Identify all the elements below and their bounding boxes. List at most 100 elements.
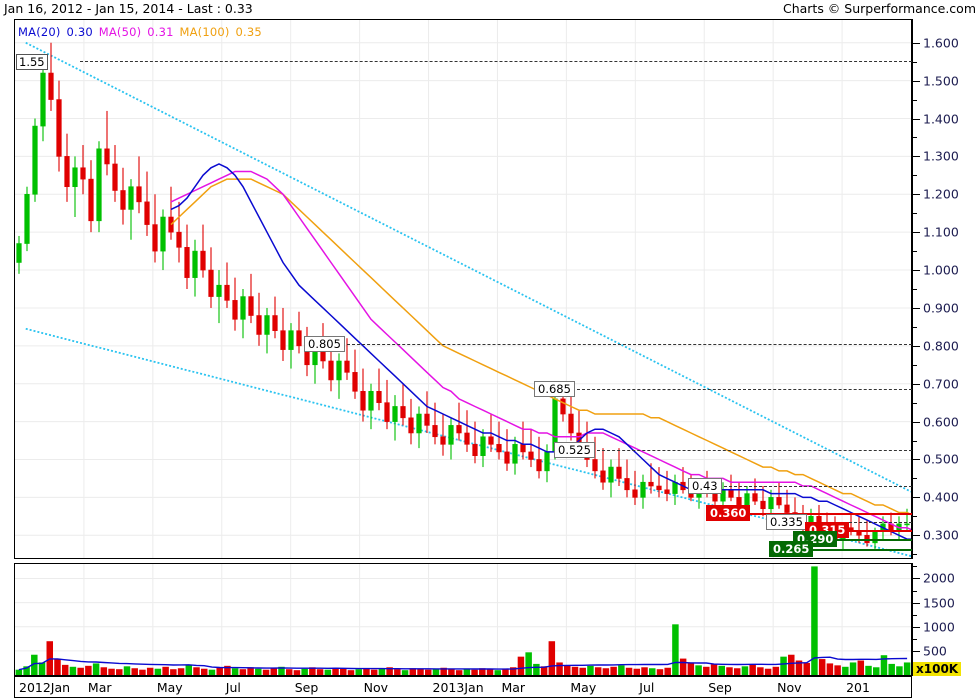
volume-bar bbox=[741, 666, 749, 675]
price-tick-label: 0.900 bbox=[923, 300, 959, 316]
volume-bar bbox=[664, 667, 671, 675]
volume-bar bbox=[185, 665, 193, 675]
price-level-line bbox=[724, 486, 912, 487]
price-tick-label: 0.600 bbox=[923, 414, 959, 430]
price-level-tag[interactable]: 0.685 bbox=[534, 381, 575, 398]
volume-bar bbox=[355, 669, 362, 675]
price-tick-label: 1.300 bbox=[923, 148, 959, 164]
volume-bar bbox=[100, 667, 108, 675]
volume-tick bbox=[913, 578, 920, 580]
volume-bar bbox=[200, 668, 208, 675]
volume-bar bbox=[394, 669, 401, 675]
price-tick bbox=[913, 383, 920, 385]
volume-bar bbox=[687, 662, 695, 675]
volume-bar bbox=[332, 667, 339, 675]
price-tick-minor bbox=[913, 516, 917, 518]
volume-bar bbox=[255, 668, 262, 675]
volume-bar bbox=[309, 667, 316, 675]
volume-bar bbox=[479, 668, 486, 675]
price-tick-label: 1.000 bbox=[923, 262, 959, 278]
price-tick-label: 0.400 bbox=[923, 489, 959, 505]
volume-bar bbox=[347, 670, 355, 675]
volume-bar bbox=[31, 654, 38, 675]
price-tick-minor bbox=[913, 289, 917, 290]
price-tick-minor bbox=[913, 326, 917, 328]
volume-tick-minor bbox=[913, 638, 917, 640]
volume-chart-panel[interactable] bbox=[14, 563, 912, 676]
volume-bar bbox=[131, 668, 138, 675]
volume-bar bbox=[780, 656, 787, 675]
volume-bar bbox=[471, 669, 478, 675]
price-level-line bbox=[809, 522, 912, 523]
volume-bar bbox=[788, 654, 795, 675]
price-tick-label: 1.200 bbox=[923, 186, 959, 202]
ma20-label: MA(20) bbox=[18, 25, 61, 39]
price-level-line bbox=[749, 512, 912, 515]
volume-bar bbox=[880, 655, 888, 675]
price-level-tag[interactable]: 0.805 bbox=[304, 335, 345, 352]
volume-bar bbox=[610, 666, 617, 675]
volume-bar bbox=[432, 668, 440, 675]
volume-bar bbox=[764, 668, 772, 675]
time-axis-label: 201 bbox=[846, 680, 870, 695]
price-chart-panel[interactable] bbox=[14, 19, 912, 559]
price-tick bbox=[913, 459, 920, 461]
volume-bar bbox=[540, 666, 548, 675]
time-axis: 2012Jan Mar May Jul Sep Nov 2013Jan Mar May Jul Se… bbox=[14, 676, 912, 698]
time-axis-label: Sep bbox=[294, 680, 319, 695]
start-price-tag: 1.55 bbox=[16, 53, 48, 70]
volume-bar bbox=[842, 666, 849, 675]
volume-bar bbox=[594, 667, 602, 675]
price-level-line bbox=[577, 389, 912, 391]
price-tick-label: 1.100 bbox=[923, 224, 959, 240]
price-level-tag[interactable]: 0.265 bbox=[769, 540, 814, 557]
volume-bar bbox=[509, 667, 517, 675]
volume-bar bbox=[285, 669, 293, 675]
price-tick-label: 0.700 bbox=[923, 376, 959, 392]
volume-plot-svg bbox=[15, 564, 911, 675]
volume-bar bbox=[239, 669, 247, 675]
volume-bar bbox=[409, 668, 417, 675]
volume-bar bbox=[757, 667, 764, 675]
price-tick bbox=[913, 194, 920, 196]
volume-bar bbox=[826, 663, 834, 675]
volume-bar bbox=[208, 669, 216, 675]
volume-tick-label: 2000 bbox=[923, 570, 955, 586]
price-tick-minor bbox=[913, 478, 917, 480]
price-tick bbox=[913, 156, 920, 158]
time-axis-label: Nov bbox=[363, 680, 389, 695]
volume-bar bbox=[123, 666, 131, 675]
ma100-value: 0.35 bbox=[235, 25, 262, 39]
volume-bar bbox=[602, 668, 610, 675]
price-tick-label: 0.500 bbox=[923, 451, 959, 467]
price-tick bbox=[913, 421, 920, 423]
price-tick-minor bbox=[913, 175, 917, 177]
volume-bar bbox=[324, 669, 332, 675]
date-range-last-price: Jan 16, 2012 - Jan 15, 2014 - Last : 0.3… bbox=[4, 1, 253, 16]
time-axis-label: 2013Jan bbox=[432, 680, 484, 695]
volume-bar bbox=[733, 668, 741, 675]
volume-tick bbox=[913, 650, 920, 652]
volume-bar bbox=[401, 670, 409, 675]
volume-bar bbox=[564, 665, 571, 675]
volume-tick-minor bbox=[913, 590, 917, 592]
ma20-line bbox=[170, 163, 911, 540]
volume-bar bbox=[61, 664, 69, 675]
time-axis-label: May bbox=[570, 680, 597, 695]
volume-bar bbox=[46, 641, 54, 675]
price-tick-minor bbox=[913, 364, 917, 366]
volume-bar bbox=[85, 665, 92, 675]
start-price-line bbox=[80, 60, 912, 62]
volume-bar bbox=[108, 668, 115, 675]
price-tick-minor bbox=[913, 251, 917, 253]
price-tick bbox=[913, 80, 920, 82]
volume-bar bbox=[77, 667, 84, 675]
price-level-tag[interactable]: 0.525 bbox=[554, 442, 595, 459]
volume-unit-badge: x100K bbox=[913, 662, 962, 676]
price-level-tag[interactable]: 0.335 bbox=[766, 514, 807, 530]
volume-bar bbox=[363, 668, 370, 675]
price-level-tag[interactable]: 0.360 bbox=[706, 504, 751, 521]
volume-bar bbox=[633, 668, 641, 675]
price-level-tag[interactable]: 0.43 bbox=[688, 478, 722, 494]
price-tick-label: 0.300 bbox=[923, 527, 959, 543]
